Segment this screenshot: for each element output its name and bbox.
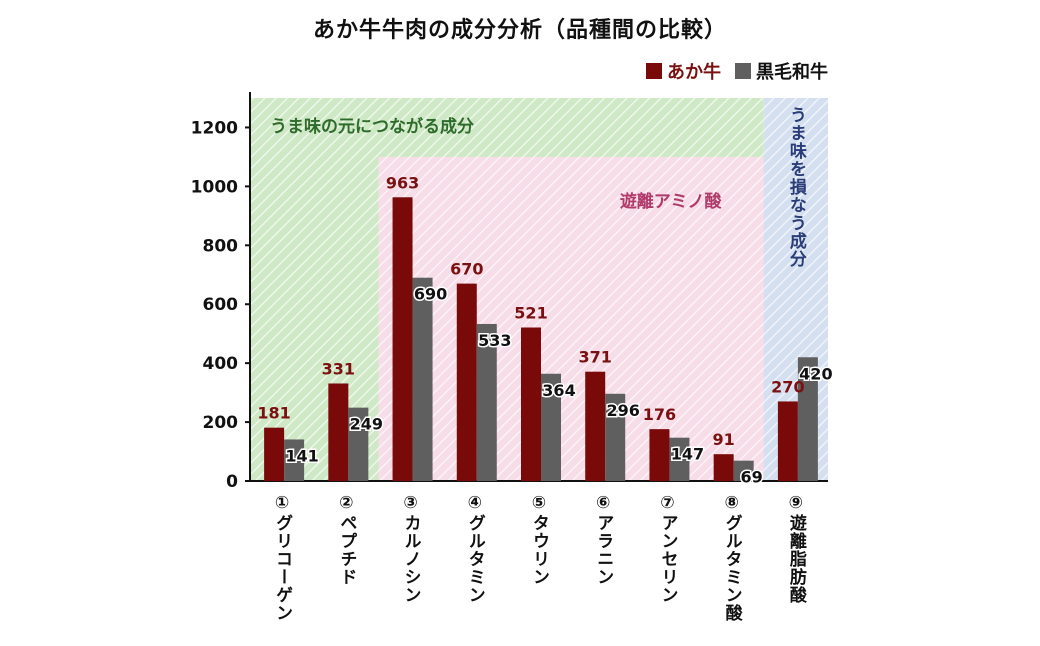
y-tick-label-0: 0 [226,472,238,492]
bar-s1-c2 [412,277,433,481]
bar-s1-c4 [541,373,561,481]
y-tick-label-400: 400 [203,354,239,374]
legend-label-akaushi: あか牛 [667,62,721,83]
x-tick-label-7: ⑧グルタミン酸 [722,493,743,622]
x-tick-label-0: ①グリコーゲン [272,493,293,622]
legend-item-akaushi: あか牛 [646,58,721,84]
data-label-s0-c1: 331 [322,359,355,378]
x-tick-label-1: ②ペプチド [336,493,357,586]
bar-s1-c0 [284,439,305,481]
y-tick-label-1000: 1000 [191,177,238,197]
x-tick-label-3: ④グルタミン [465,493,486,604]
bar-s0-c2 [392,197,413,481]
data-label-s1-c8: 420 [799,364,832,383]
data-label-s0-c3: 670 [450,260,483,279]
bar-s0-c0 [264,427,285,481]
data-label-s0-c7: 91 [713,430,735,449]
bar-s0-c5 [585,371,606,481]
bar-s1-c3 [476,323,497,481]
bar-s0-c6 [649,429,670,481]
x-tick-label-8: ⑨遊離脂肪酸 [786,493,807,604]
legend-item-kuroge: 黒毛和牛 [735,58,828,84]
bar-s1-c1 [348,407,369,481]
data-label-s0-c5: 371 [579,348,612,367]
legend: あか牛 黒毛和牛 [646,58,828,84]
x-tick-label-5: ⑥アラニン [593,493,613,586]
y-tick-label-1200: 1200 [191,118,238,138]
region-label-1: 遊離アミノ酸 [620,191,723,212]
data-label-s1-c5: 296 [607,401,640,420]
data-label-s0-c4: 521 [514,304,547,323]
data-label-s0-c2: 963 [386,173,419,192]
data-label-s0-c6: 176 [643,405,676,424]
region-label-2: うま味を損なう成分 [786,106,807,268]
y-tick-label-600: 600 [203,295,239,315]
bar-s0-c1 [328,383,349,481]
data-label-s0-c8: 270 [771,377,804,396]
x-tick-label-4: ⑤タウリン [529,493,549,586]
bar-s1-c7 [733,460,754,481]
data-label-s1-c2: 690 [414,285,447,304]
data-label-s1-c6: 147 [671,445,704,464]
region-label-0: うま味の元につながる成分 [270,116,474,137]
x-tick-label-6: ⑦アンセリン [657,493,678,604]
region-hatch-1 [378,156,764,481]
bar-s1-c5 [605,393,626,481]
data-label-s1-c1: 249 [350,415,383,434]
bar-s1-c8 [797,357,818,481]
x-tick-label-2: ③カルノシン [401,493,422,604]
legend-swatch-kuroge [735,63,751,79]
bar-s0-c3 [456,283,477,481]
data-label-s0-c0: 181 [257,404,290,423]
data-label-s1-c7: 69 [741,468,763,487]
chart-title: あか牛牛肉の成分分析（品種間の比較） [312,18,727,43]
data-label-s1-c3: 533 [478,331,511,350]
bar-s0-c8 [777,401,798,481]
bar-s0-c4 [521,327,541,481]
bar-s1-c6 [669,437,690,481]
data-label-s1-c4: 364 [542,381,575,400]
data-label-s1-c0: 141 [285,446,318,465]
y-tick-label-800: 800 [203,236,239,256]
legend-swatch-akaushi [646,63,662,79]
legend-label-kuroge: 黒毛和牛 [756,62,828,83]
y-tick-label-200: 200 [203,413,239,433]
bar-s0-c7 [713,454,734,481]
